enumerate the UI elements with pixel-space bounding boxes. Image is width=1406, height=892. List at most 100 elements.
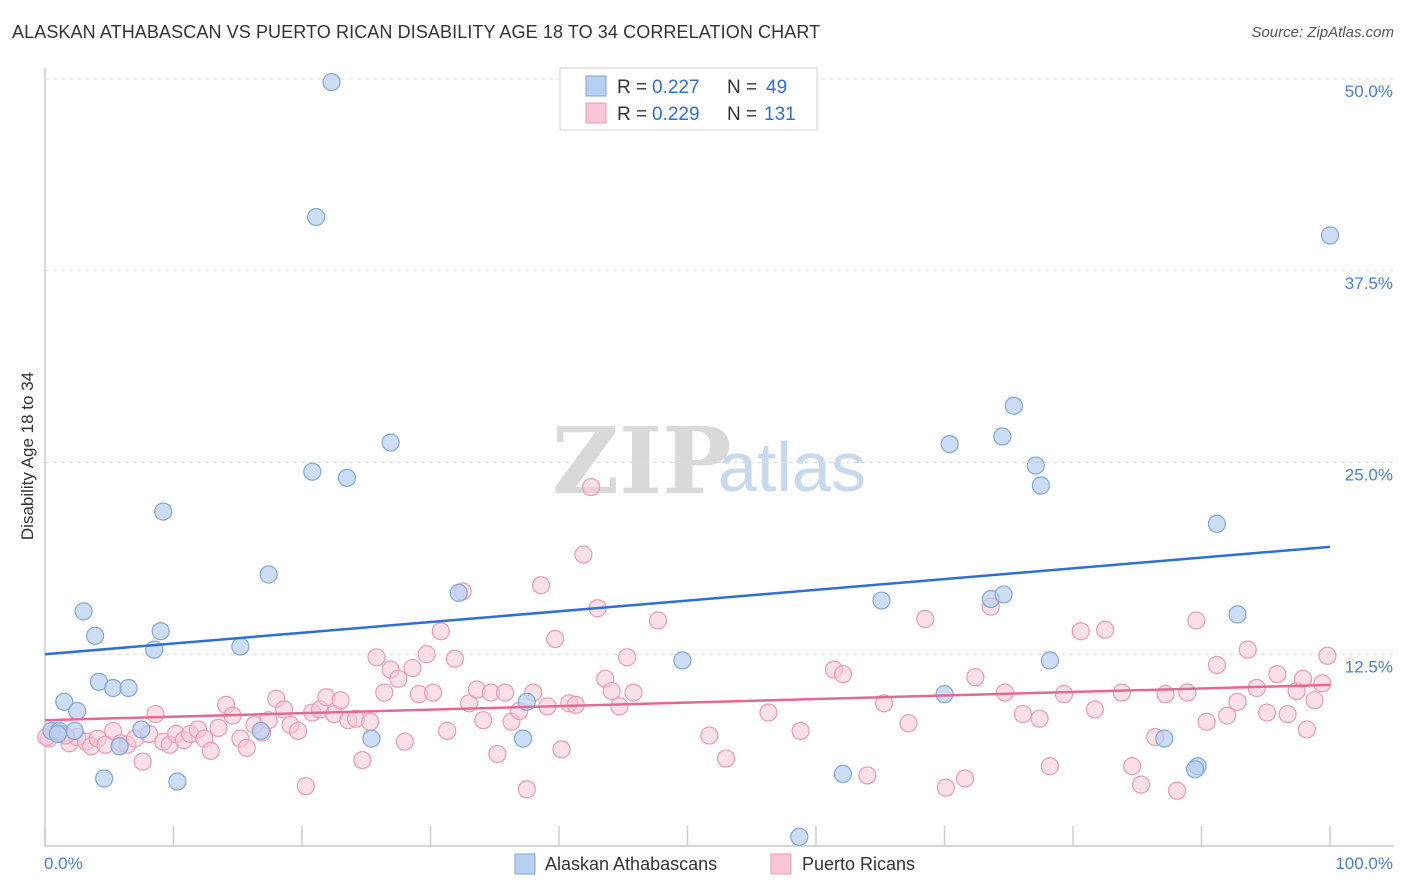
puerto-rican-point-55: [431, 622, 450, 641]
alaskan-athabascan-point-29: [513, 729, 533, 748]
puerto-rican-point-87: [791, 721, 810, 741]
puerto-rican-point-83: [648, 611, 668, 630]
series-legend: Alaskan Athabascans Puerto Ricans: [514, 853, 915, 875]
puerto-rican-point-89: [833, 665, 853, 684]
alaskan-athabascan-point-11: [151, 622, 170, 641]
puerto-rican-point-113: [1187, 611, 1206, 630]
alaskan-athabascan-point-20: [104, 678, 123, 698]
alaskan-athabascan-point-33: [872, 591, 891, 610]
alaskan-athabascan-point-4: [303, 462, 322, 481]
alaskan-athabascan-point-10: [86, 626, 105, 645]
chart-source: Source: ZipAtlas.com: [1251, 24, 1394, 41]
alaskan-athabascan-point-31: [790, 827, 809, 846]
alaskan-athabascan-point-41: [1040, 651, 1059, 670]
alaskan-athabascan-point-34: [940, 434, 959, 454]
puerto-rican-point-24: [209, 718, 228, 737]
alaskan-athabascan-point-2: [1320, 226, 1340, 245]
puerto-rican-point-85: [716, 749, 736, 768]
puerto-rican-point-35: [289, 721, 308, 741]
legend-r-label-2: R =: [617, 104, 647, 125]
puerto-rican-point-44: [353, 750, 372, 770]
legend-r-value-2: 0.229: [652, 104, 700, 125]
puerto-rican-point-115: [1207, 655, 1227, 675]
alaskan-athabascan-point-39: [1026, 456, 1045, 475]
puerto-rican-point-114: [1197, 712, 1216, 731]
puerto-rican-point-57: [445, 649, 465, 668]
y-tick-labels: 12.5% 25.0% 37.5% 50.0%: [1345, 82, 1393, 676]
alaskan-athabascan-point-40: [1031, 476, 1050, 495]
puerto-rican-point-56: [438, 721, 457, 741]
alaskan-athabascan-point-8: [449, 583, 468, 602]
puerto-rican-point-127: [1318, 646, 1337, 665]
puerto-rican-point-108: [1132, 775, 1151, 794]
legend-n-value-2: 131: [764, 104, 796, 125]
puerto-rican-point-105: [1096, 620, 1115, 639]
watermark: ZIP atlas: [552, 407, 866, 515]
alaskan-athabascan-point-0: [322, 72, 341, 92]
puerto-rican-point-101: [1040, 757, 1059, 776]
puerto-rican-point-121: [1268, 665, 1287, 684]
x-ticks: [44, 826, 1331, 846]
puerto-rican-point-23: [201, 741, 220, 760]
alaskan-athabascan-point-24: [95, 769, 114, 788]
puerto-rican-point-63: [488, 744, 507, 764]
puerto-rican-point-76: [582, 477, 601, 497]
puerto-rican-point-53: [417, 645, 436, 664]
puerto-rican-point-80: [610, 697, 629, 716]
puerto-rican-point-99: [1013, 704, 1032, 724]
puerto-rican-point-100: [1030, 709, 1049, 728]
alaskan-athabascan-point-45: [1185, 760, 1205, 779]
x-tick-label-min: 0.0%: [44, 854, 83, 873]
legend-swatch-pink: [585, 102, 607, 124]
puerto-rican-point-120: [1257, 703, 1277, 722]
puerto-rican-point-46: [367, 648, 386, 667]
puerto-rican-point-50: [395, 732, 414, 751]
puerto-rican-point-45: [361, 712, 380, 731]
puerto-rican-point-15: [146, 704, 165, 724]
alaskan-athabascan-point-38: [1004, 396, 1023, 415]
alaskan-athabascan-point-16: [65, 721, 84, 741]
axes: [44, 68, 1394, 847]
puerto-rican-point-125: [1305, 691, 1324, 710]
alaskan-athabascan-point-21: [119, 678, 138, 698]
y-tick-label-1: 25.0%: [1345, 466, 1393, 485]
alaskan-athabascan-point-18: [68, 701, 87, 721]
puerto-rican-point-103: [1071, 622, 1090, 641]
alaskan-athabascan-point-22: [132, 720, 151, 739]
alaskan-athabascan-point-7: [259, 565, 278, 584]
puerto-rican-point-111: [1167, 781, 1187, 800]
y-tick-label-2: 37.5%: [1345, 274, 1393, 293]
series-legend-swatch-pink: [770, 853, 792, 875]
puerto-rican-point-124: [1297, 720, 1316, 739]
y-tick-label-3: 50.0%: [1345, 82, 1393, 101]
alaskan-athabascan-point-46: [1207, 514, 1227, 533]
alaskan-athabascan-point-17: [55, 692, 74, 711]
alaskan-athabascan-point-25: [168, 772, 187, 791]
legend-r-value-1: 0.227: [652, 77, 700, 98]
puerto-rican-point-67: [517, 780, 536, 799]
puerto-rican-point-75: [574, 545, 593, 564]
puerto-rican-point-116: [1218, 706, 1237, 725]
series-legend-label-pink: Puerto Ricans: [802, 854, 915, 874]
puerto-rican-point-86: [759, 703, 778, 722]
puerto-rican-point-41: [331, 691, 350, 710]
alaskan-athabascan-point-26: [251, 721, 270, 741]
puerto-rican-point-126: [1313, 674, 1332, 693]
alaskan-athabascan-point-23: [110, 737, 129, 756]
alaskan-athabascan-point-32: [833, 764, 853, 784]
watermark-atlas: atlas: [718, 428, 866, 506]
legend-n-value-1: 49: [766, 77, 787, 98]
puerto-rican-point-130: [1293, 669, 1313, 688]
stats-legend: R = 0.227 N = 49 R = 0.229 N = 131: [559, 67, 818, 131]
alaskan-athabascan-point-5: [337, 468, 357, 487]
puerto-rican-point-47: [375, 683, 394, 702]
trend-lines: [44, 545, 1331, 722]
puerto-rican-point-71: [546, 629, 565, 649]
puerto-rican-point-91: [875, 694, 894, 713]
alaskan-athabascan-point-9: [74, 602, 93, 621]
puerto-rican-point-90: [858, 766, 877, 785]
puerto-rican-point-33: [274, 700, 294, 719]
puerto-rican-point-13: [133, 752, 152, 771]
puerto-rican-point-61: [474, 711, 493, 730]
